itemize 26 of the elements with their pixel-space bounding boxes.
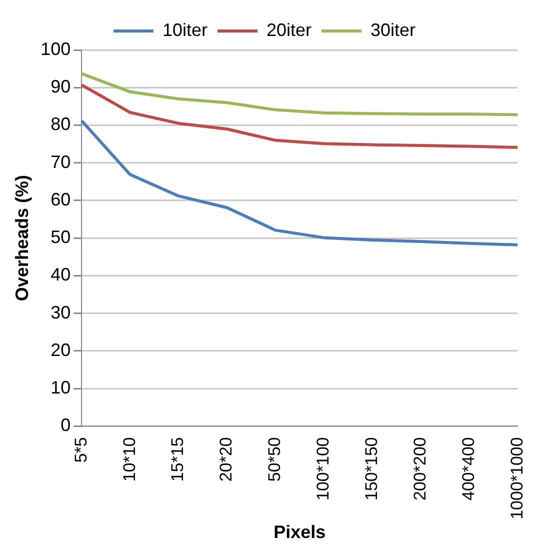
x-axis-title: Pixels xyxy=(274,522,326,542)
x-tick-label: 5*5 xyxy=(71,437,90,463)
x-tick-label: 100*100 xyxy=(314,437,333,500)
y-tick-label: 100 xyxy=(40,38,71,59)
y-tick-label: 60 xyxy=(50,189,71,210)
x-tick-label: 400*400 xyxy=(458,437,478,500)
y-tick-label: 50 xyxy=(50,227,71,248)
y-tick-label: 40 xyxy=(50,264,71,285)
x-tick-label: 15*15 xyxy=(168,437,188,482)
legend-label: 20iter xyxy=(266,20,312,40)
y-tick-label: 20 xyxy=(50,340,71,360)
y-tick-label: 90 xyxy=(50,76,71,97)
y-axis-title: Overheads (%) xyxy=(12,175,32,302)
x-tick-label: 150*150 xyxy=(362,437,381,500)
y-tick-label: 30 xyxy=(50,302,71,322)
x-tick-label: 10*10 xyxy=(120,437,139,482)
legend-label: 30iter xyxy=(370,20,416,40)
y-tick-label: 0 xyxy=(60,415,71,436)
x-tick-label: 20*20 xyxy=(216,437,236,482)
y-tick-label: 80 xyxy=(50,114,71,134)
x-tick-label: 1000*1000 xyxy=(507,437,526,520)
y-tick-label: 10 xyxy=(50,378,71,398)
legend-label: 10iter xyxy=(162,20,208,40)
y-tick-label: 70 xyxy=(50,152,71,172)
x-tick-label: 200*200 xyxy=(410,437,430,500)
x-tick-label: 50*50 xyxy=(265,437,284,482)
